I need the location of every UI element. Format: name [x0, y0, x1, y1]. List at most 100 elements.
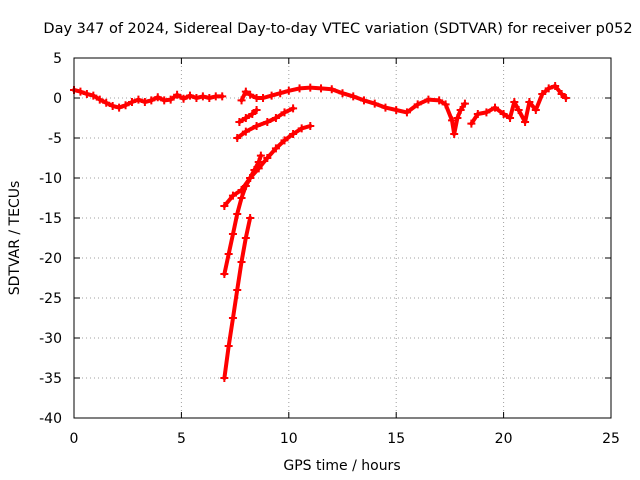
data-point	[327, 85, 336, 94]
y-tick-label: -15	[39, 211, 62, 227]
data-point	[241, 127, 250, 136]
data-point	[561, 94, 570, 102]
data-point	[491, 103, 500, 112]
data-point	[510, 98, 519, 106]
data-point	[271, 144, 280, 153]
data-point	[198, 92, 207, 101]
data-point	[271, 114, 280, 122]
data-point	[453, 114, 462, 122]
data-point	[250, 166, 259, 174]
data-point	[402, 108, 411, 117]
y-tick-label: -40	[39, 411, 62, 427]
data-point	[220, 374, 229, 382]
data-point	[450, 130, 459, 138]
data-point	[317, 84, 326, 93]
data-point	[179, 94, 188, 103]
data-point	[235, 118, 244, 126]
series-arc-upper-2	[233, 104, 298, 142]
x-tick-label: 20	[495, 431, 513, 447]
data-point	[115, 103, 124, 112]
data-point	[233, 286, 242, 294]
data-point	[473, 110, 482, 118]
data-point	[102, 98, 111, 107]
grid-lines	[74, 58, 611, 418]
series-line	[237, 108, 259, 124]
data-point	[338, 89, 347, 98]
data-point	[127, 98, 136, 106]
data-point	[295, 84, 304, 93]
data-point	[531, 106, 540, 114]
data-point	[121, 101, 130, 110]
data-point	[460, 99, 469, 108]
y-tick-label: -35	[39, 371, 62, 387]
data-point	[233, 210, 242, 218]
data-point	[254, 158, 263, 166]
y-axis-label: SDTVAR / TECUs	[7, 181, 23, 296]
data-point	[241, 87, 250, 96]
data-point	[248, 110, 257, 118]
data-point	[185, 91, 194, 100]
data-point	[153, 93, 162, 102]
data-point	[237, 194, 246, 202]
data-point	[95, 95, 104, 104]
series-arc-main-early	[70, 86, 227, 112]
data-point	[220, 202, 229, 210]
data-point	[557, 90, 566, 98]
series-arc-main-late	[467, 82, 570, 128]
data-point	[456, 106, 465, 114]
data-point	[259, 94, 268, 102]
data-point	[506, 114, 515, 122]
data-point	[192, 94, 201, 102]
data-point	[246, 90, 255, 99]
data-point	[482, 108, 491, 117]
data-point	[467, 119, 476, 128]
data-point	[289, 104, 298, 113]
data-point	[280, 108, 289, 117]
data-point	[140, 98, 149, 106]
data-point	[89, 91, 98, 100]
series-arc-steep-2	[220, 214, 255, 382]
data-point	[76, 87, 85, 96]
data-point	[228, 314, 237, 322]
y-tick-label: 0	[53, 91, 62, 107]
data-point	[224, 342, 233, 350]
y-tick-label: -5	[48, 131, 62, 147]
x-tick-label: 5	[177, 431, 186, 447]
data-point	[252, 106, 261, 114]
x-tick-label: 15	[387, 431, 405, 447]
series-line	[469, 84, 568, 126]
data-point	[370, 99, 379, 108]
data-point	[82, 90, 91, 98]
x-axis-label: GPS time / hours	[283, 458, 400, 474]
data-point	[224, 250, 233, 258]
data-point	[173, 90, 182, 99]
data-point	[166, 95, 175, 104]
data-point	[349, 92, 358, 101]
data-point	[205, 94, 214, 102]
data-point	[228, 230, 237, 238]
data-point	[241, 114, 250, 122]
data-point	[108, 102, 117, 110]
x-tick-label: 0	[70, 431, 79, 447]
data-point	[289, 130, 298, 138]
chart-title: Day 347 of 2024, Sidereal Day-to-day VTE…	[43, 21, 632, 37]
y-tick-label: 5	[53, 51, 62, 67]
data-point	[276, 89, 285, 98]
data-point	[381, 103, 390, 112]
data-point	[220, 270, 229, 278]
data-point	[435, 96, 444, 105]
series-line	[239, 85, 467, 136]
data-point	[359, 96, 368, 105]
data-point	[241, 182, 250, 190]
plot-frame	[73, 57, 612, 419]
data-point	[241, 234, 250, 242]
data-point	[147, 96, 156, 105]
data-point	[228, 191, 237, 200]
data-point	[306, 122, 315, 130]
data-point	[499, 110, 508, 118]
series-arc-mid	[220, 122, 315, 210]
data-point	[284, 86, 293, 95]
data-point	[448, 116, 457, 125]
series-line	[222, 153, 263, 276]
